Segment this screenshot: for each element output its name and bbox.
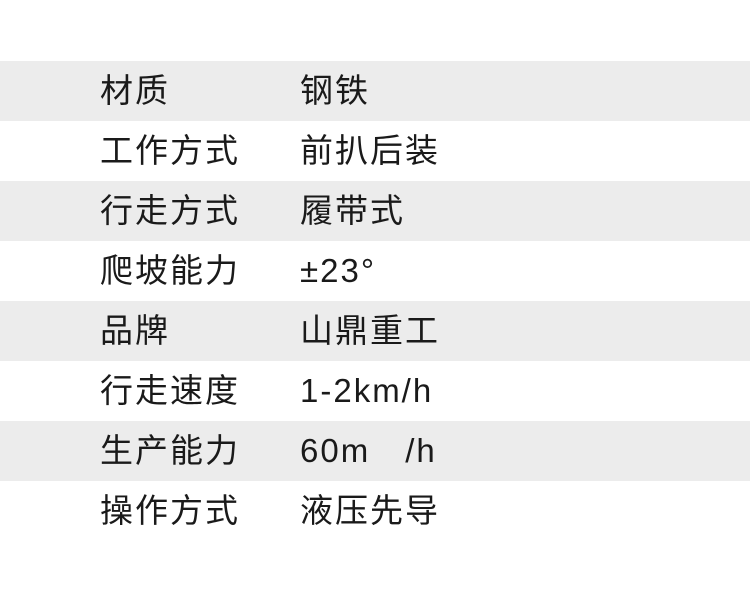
spec-value: 1-2km/h (300, 372, 434, 409)
spec-label: 工作方式 (100, 132, 240, 169)
spec-value: ±23° (300, 252, 377, 289)
spec-table: 材质 钢铁 工作方式 前扒后装 行走方式 履带式 爬坡能力 ±23° 品牌 山鼎… (0, 61, 750, 541)
spec-row-work-mode: 工作方式 前扒后装 (0, 121, 750, 181)
spec-label: 材质 (100, 72, 170, 109)
spec-row-production-capacity: 生产能力 60m /h (0, 421, 750, 481)
spec-row-material: 材质 钢铁 (0, 61, 750, 121)
spec-label: 行走速度 (100, 372, 240, 409)
spec-label: 爬坡能力 (100, 252, 240, 289)
spec-value: 60m /h (300, 432, 437, 469)
spec-label: 操作方式 (100, 492, 240, 529)
spec-value: 山鼎重工 (300, 312, 440, 349)
spec-label: 品牌 (100, 312, 170, 349)
spec-row-travel-mode: 行走方式 履带式 (0, 181, 750, 241)
spec-row-climbing-ability: 爬坡能力 ±23° (0, 241, 750, 301)
spec-value: 液压先导 (300, 492, 440, 529)
spec-row-travel-speed: 行走速度 1-2km/h (0, 361, 750, 421)
spec-label: 生产能力 (100, 432, 240, 469)
spec-value: 钢铁 (300, 72, 370, 109)
spec-label: 行走方式 (100, 192, 240, 229)
spec-value: 前扒后装 (300, 132, 440, 169)
spec-row-brand: 品牌 山鼎重工 (0, 301, 750, 361)
spec-value: 履带式 (300, 192, 405, 229)
spec-row-operation-mode: 操作方式 液压先导 (0, 481, 750, 541)
